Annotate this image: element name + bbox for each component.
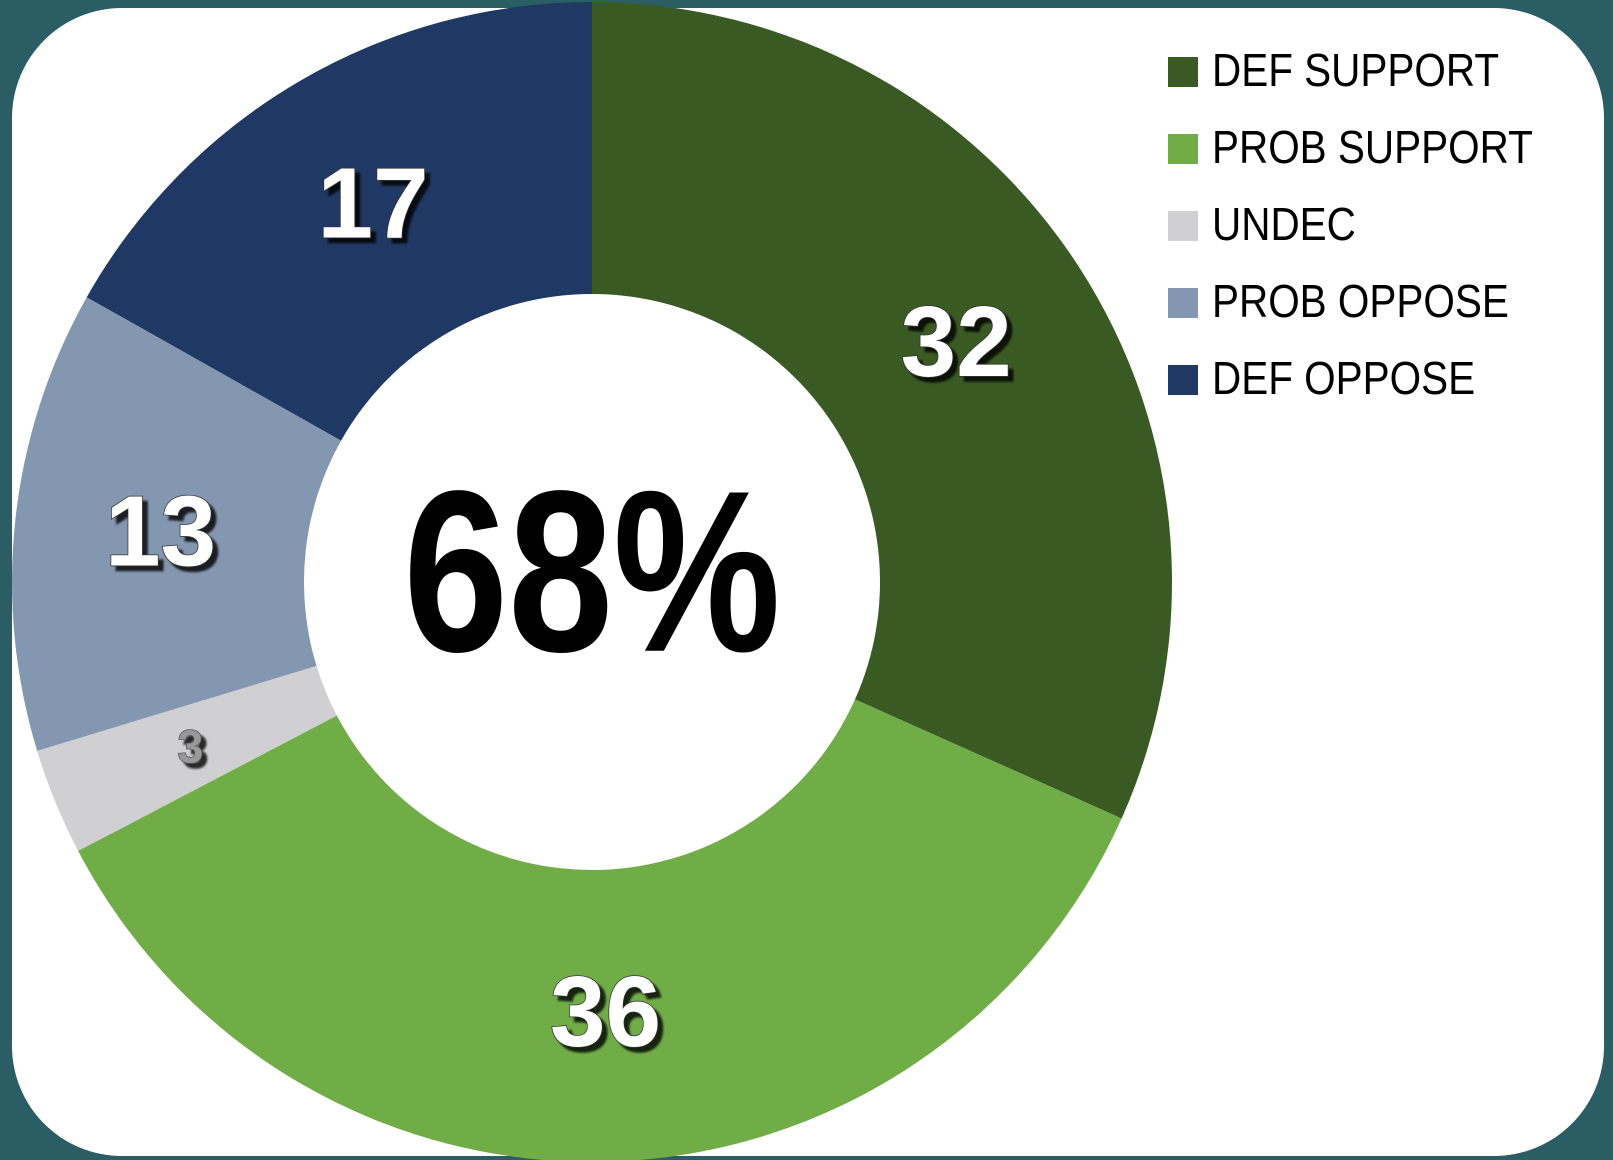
data-label: 3 <box>178 721 204 773</box>
data-label: 13 <box>105 475 216 587</box>
legend-swatch <box>1168 134 1198 164</box>
legend-label: DEF OPPOSE <box>1212 354 1475 405</box>
legend-swatch <box>1168 211 1198 241</box>
legend-swatch <box>1168 288 1198 318</box>
data-label: 32 <box>900 286 1011 398</box>
slice <box>12 297 342 751</box>
slices <box>12 2 1172 1160</box>
slice <box>86 2 592 441</box>
slice <box>78 699 1122 1160</box>
legend-label: DEF SUPPORT <box>1212 46 1499 97</box>
legend-label: PROB OPPOSE <box>1212 277 1509 328</box>
center-label: 68% <box>403 443 780 700</box>
data-label: 17 <box>317 148 428 260</box>
legend-label: UNDEC <box>1212 200 1356 251</box>
slice <box>592 2 1172 819</box>
data-label: 36 <box>550 956 661 1068</box>
legend-swatch <box>1168 57 1198 87</box>
legend-label: PROB SUPPORT <box>1212 123 1533 174</box>
slice <box>37 665 337 851</box>
legend-swatch <box>1168 365 1198 395</box>
